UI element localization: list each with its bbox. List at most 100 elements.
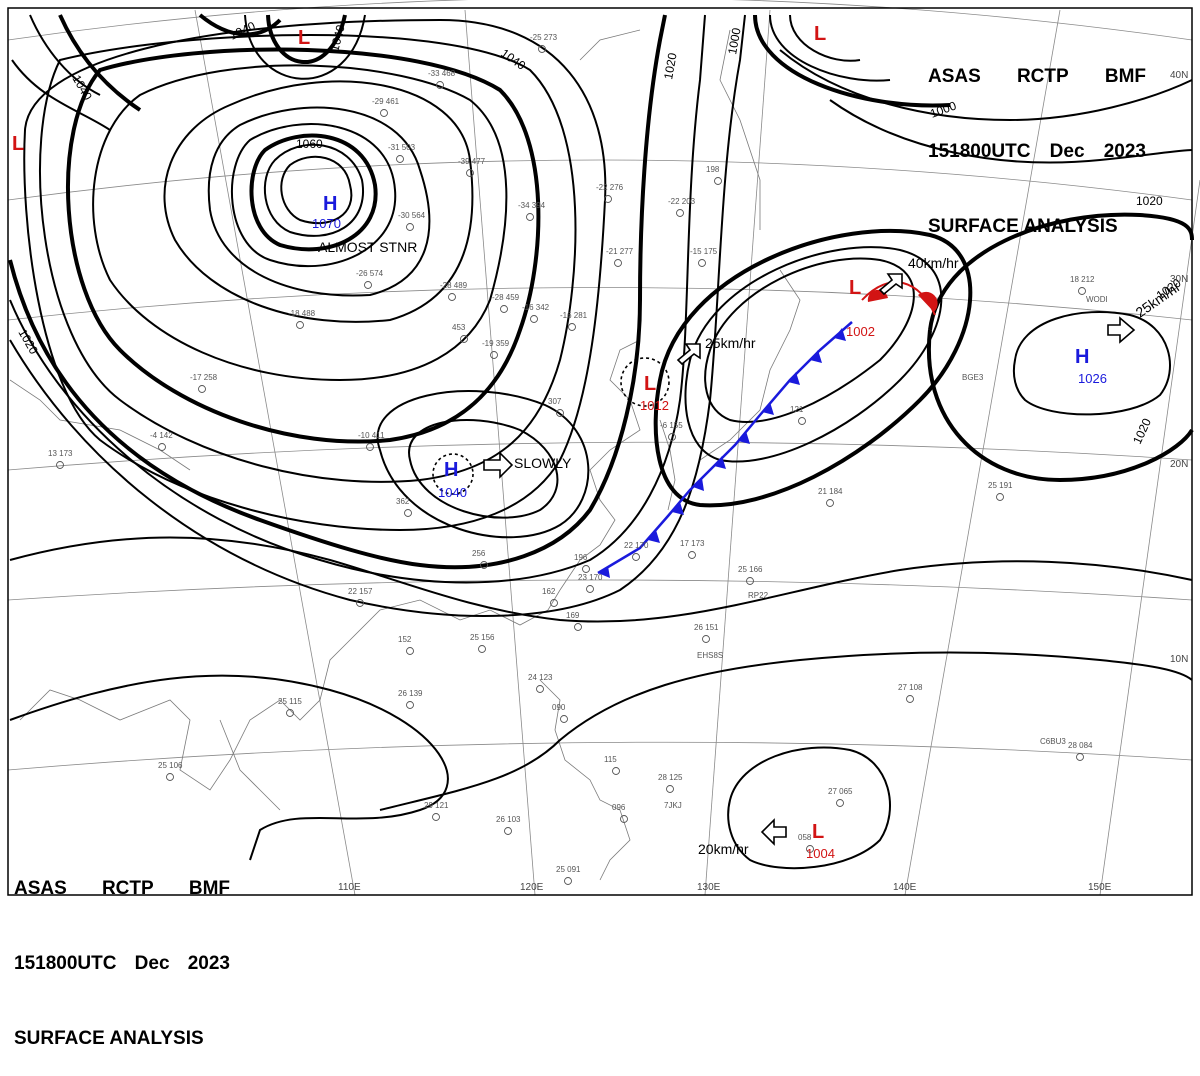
lat-label: 10N <box>1170 654 1188 665</box>
station-label: -33 468 <box>428 69 456 78</box>
lon-label: 110E <box>338 882 361 893</box>
station-circle <box>436 81 444 89</box>
station-circle <box>364 281 372 289</box>
station-circle <box>556 409 564 417</box>
station-label: 256 <box>472 549 486 558</box>
station-label: 096 <box>612 803 626 812</box>
station-label: -4 142 <box>150 431 173 440</box>
station-label: -39 477 <box>458 157 486 166</box>
ship-call-sign: BGE3 <box>962 373 984 382</box>
station-label: -31 503 <box>388 143 416 152</box>
station-circle <box>746 577 754 585</box>
station-circle <box>480 561 488 569</box>
ship-call-sign: WODI <box>1086 295 1108 304</box>
station-circle <box>380 109 388 117</box>
station-circle <box>668 433 676 441</box>
station-label: -28 459 <box>492 293 520 302</box>
station-circle <box>550 599 558 607</box>
station-label: -26 574 <box>356 269 384 278</box>
ship-call-sign: 7JKJ <box>664 801 682 810</box>
station-circle <box>836 799 844 807</box>
station-label: 22 157 <box>348 587 373 596</box>
isobar-label: 1040 <box>327 23 348 53</box>
station-circle <box>448 293 456 301</box>
station-circle <box>564 877 572 885</box>
high-center-value: 1040 <box>438 485 467 500</box>
header-time: 151800UTC <box>928 141 1031 162</box>
station-label: -16 281 <box>560 311 588 320</box>
station-label: -18 488 <box>288 309 316 318</box>
station-labels: -33 468 -29 461 -31 503 -39 477 -30 564 … <box>48 33 1095 874</box>
station-label: 169 <box>566 611 580 620</box>
station-circle <box>688 551 696 559</box>
station-circle <box>612 767 620 775</box>
analysis-header-bottom-left: ASAS RCTP BMF 151800UTC Dec 2023 SURFACE… <box>14 826 230 1076</box>
station-label: -19 359 <box>482 339 510 348</box>
station-label: -22 203 <box>668 197 696 206</box>
station-circle <box>666 785 674 793</box>
ship-call-sign: RP22 <box>748 591 769 600</box>
low-center-value: 1012 <box>640 398 669 413</box>
lat-label: 40N <box>1170 70 1188 81</box>
station-label: -30 564 <box>398 211 426 220</box>
station-circle <box>356 599 364 607</box>
header-product-title: SURFACE ANALYSIS <box>14 1028 204 1049</box>
low-center-symbol: L <box>814 23 826 45</box>
station-label: 307 <box>548 397 562 406</box>
station-circle <box>296 321 304 329</box>
station-circle <box>406 647 414 655</box>
high-center-value: 1026 <box>1078 371 1107 386</box>
station-label: 25 106 <box>158 761 183 770</box>
lon-label: 150E <box>1088 882 1112 893</box>
station-label: -10 411 <box>358 431 385 440</box>
weather-map: 1040 1040 1040 1060 1040 1020 1000 1000 … <box>7 0 1200 896</box>
header-month: Dec <box>134 953 170 974</box>
header-year: 2023 <box>1103 141 1146 162</box>
station-circle <box>536 685 544 693</box>
station-circle <box>574 623 582 631</box>
station-label: 196 <box>574 553 588 562</box>
station-label: 25 091 <box>556 865 581 874</box>
center-motion: SLOWLY <box>514 455 572 471</box>
station-circle <box>406 223 414 231</box>
header-product-title: SURFACE ANALYSIS <box>928 216 1118 237</box>
station-circle <box>538 45 546 53</box>
lat-label: 20N <box>1170 459 1188 470</box>
station-circle <box>702 635 710 643</box>
station-circle <box>586 585 594 593</box>
low-center-symbol: L <box>849 277 861 299</box>
station-label: 453 <box>452 323 466 332</box>
station-label: 26 103 <box>496 815 521 824</box>
low-center-value: 1002 <box>846 324 875 339</box>
station-circle <box>466 169 474 177</box>
station-circle <box>604 195 612 203</box>
isobar-label: 1020 <box>1136 194 1163 208</box>
header-year: 2023 <box>187 953 230 974</box>
lon-label: 130E <box>697 882 721 893</box>
low-center-value: 1004 <box>806 846 835 861</box>
station-circle <box>500 305 508 313</box>
station-label: 121 <box>790 405 804 414</box>
ship-call-signs: WODI BGE3 EHS8S RP22 7JKJ C6BU3 <box>664 295 1108 810</box>
header-month: Dec <box>1049 141 1085 162</box>
station-circle <box>530 315 538 323</box>
station-circle <box>1078 287 1086 295</box>
station-label: 058 <box>798 833 812 842</box>
station-label: 362 <box>396 497 410 506</box>
header-time: 151800UTC <box>14 953 117 974</box>
center-motion: ALMOST STNR <box>318 239 417 255</box>
lat-label: 30N <box>1170 274 1188 285</box>
isobar-label: 1000 <box>725 26 743 55</box>
station-circle <box>826 499 834 507</box>
center-motion: 25km/hr <box>705 335 756 351</box>
high-center-symbol: H <box>1075 346 1089 368</box>
station-circle <box>568 323 576 331</box>
station-circle <box>396 155 404 163</box>
analysis-header-top-right: ASAS RCTP BMF 151800UTC Dec 2023 SURFACE… <box>928 14 1146 264</box>
station-circle <box>632 553 640 561</box>
station-circle <box>432 813 440 821</box>
station-label: 25 191 <box>988 481 1013 490</box>
station-label: 29 121 <box>424 801 449 810</box>
low-center-symbol: L <box>812 821 824 843</box>
station-circle <box>714 177 722 185</box>
